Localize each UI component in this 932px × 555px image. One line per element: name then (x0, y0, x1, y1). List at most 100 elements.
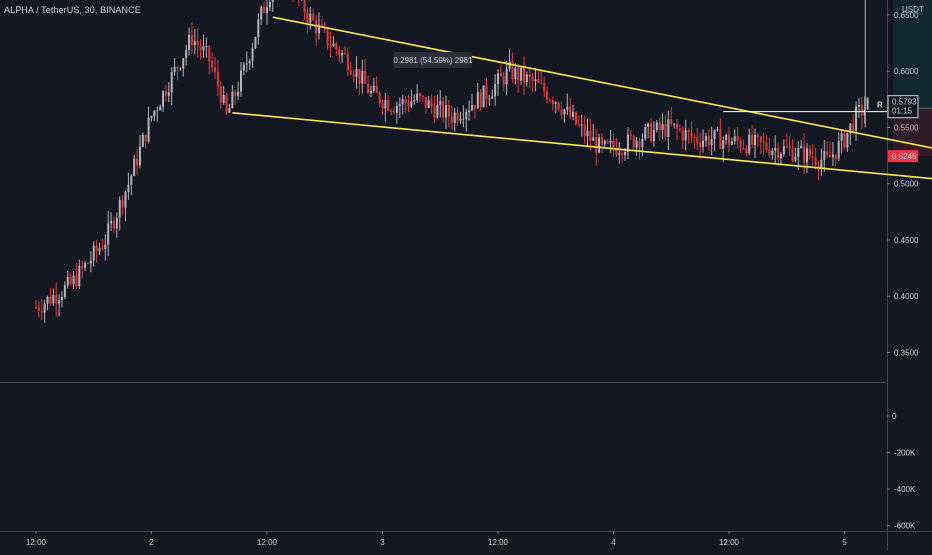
candle-body (326, 29, 329, 46)
candle-body (69, 277, 72, 285)
candle-body (624, 152, 627, 156)
candle-body (404, 99, 407, 103)
time-axis-label: 4 (611, 538, 616, 547)
candle-body (485, 85, 488, 100)
candle-body (511, 61, 514, 80)
candle-body (208, 46, 211, 62)
candle-body (170, 71, 173, 93)
candle-body (583, 124, 586, 137)
lower-trendline[interactable] (232, 112, 932, 191)
candle-body (37, 307, 40, 311)
candle-body (196, 41, 199, 46)
candle-body (514, 67, 517, 80)
candle-body (260, 6, 263, 20)
candle-body (159, 106, 162, 111)
candle-body (479, 91, 482, 108)
price-axis-label: 0.6000 (894, 67, 919, 76)
candle-body (421, 96, 424, 98)
time-axis-label: 3 (380, 538, 385, 547)
candle-body (756, 134, 759, 137)
candle-body (254, 37, 257, 49)
candle-body (320, 24, 323, 27)
candle-body (748, 134, 751, 153)
candle-body (606, 140, 609, 143)
candle-body (369, 91, 372, 94)
time-axis-label: 12:00 (488, 538, 509, 547)
candle-body (788, 147, 791, 149)
volume-axis-label: 0 (892, 412, 897, 421)
candle-body (228, 108, 231, 113)
candle-body (831, 154, 834, 158)
candle-body (225, 94, 228, 113)
candle-body (202, 46, 205, 51)
candle-body (753, 134, 756, 145)
candle-body (364, 70, 367, 84)
candle-body (678, 128, 681, 131)
candle-body (78, 265, 81, 286)
candle-body (658, 122, 661, 131)
candle-body (592, 137, 595, 141)
price-axis-label: 0.5500 (894, 123, 919, 132)
candle-body (81, 265, 84, 268)
time-axis-label: 5 (842, 538, 847, 547)
candle-body (508, 61, 511, 69)
candle-body (687, 130, 690, 133)
price-axis-currency: USDT (902, 5, 924, 14)
profit-zone[interactable] (893, 0, 932, 109)
candle-body (823, 151, 826, 160)
candle-body (551, 100, 554, 104)
symbol-title: ALPHA / TetherUS, 30, BINANCE (4, 5, 141, 15)
candle-body (315, 20, 318, 34)
price-axis-label: 0.4000 (894, 292, 919, 301)
candle-body (84, 263, 87, 268)
candle-body (219, 86, 222, 103)
candle-body (427, 100, 430, 108)
candle-body (375, 85, 378, 93)
candle-body (852, 123, 855, 131)
candle-body (107, 223, 110, 245)
candle-body (214, 67, 217, 72)
candle-body (63, 285, 66, 297)
candle-body (638, 140, 641, 148)
candle-body (66, 277, 69, 286)
upper-trendline[interactable] (272, 16, 932, 212)
candle-body (453, 112, 456, 123)
candle-body (240, 70, 243, 92)
candle-body (820, 159, 823, 169)
candle-body (49, 296, 52, 304)
candle-body (190, 34, 193, 46)
candle-body (456, 112, 459, 121)
candle-body (381, 103, 384, 109)
candle-body (72, 275, 75, 285)
candle-body (670, 119, 673, 124)
candle-body (800, 145, 803, 148)
candle-body (124, 191, 127, 208)
candle-body (312, 13, 315, 21)
candle-body (811, 156, 814, 159)
candle-body (736, 136, 739, 142)
price-axis-label: 0.3500 (894, 349, 919, 358)
candle-body (245, 63, 248, 65)
candle-body (626, 134, 629, 153)
candle-body (699, 142, 702, 147)
candle-body (537, 79, 540, 83)
candle-body (829, 154, 832, 158)
candle-body (121, 199, 124, 208)
candle-body (849, 123, 852, 133)
candle-body (416, 93, 419, 101)
candle-body (410, 101, 413, 107)
candle-body (216, 71, 219, 87)
candle-body (445, 105, 448, 118)
candle-body (372, 85, 375, 92)
candle-body (774, 147, 777, 151)
candle-body (471, 105, 474, 111)
candle-body (494, 83, 497, 97)
candle-body (719, 129, 722, 149)
candle-body (459, 118, 462, 121)
candle-body (268, 1, 271, 8)
candle-body (768, 149, 771, 156)
candle-body (716, 129, 719, 131)
candle-body (621, 153, 624, 156)
